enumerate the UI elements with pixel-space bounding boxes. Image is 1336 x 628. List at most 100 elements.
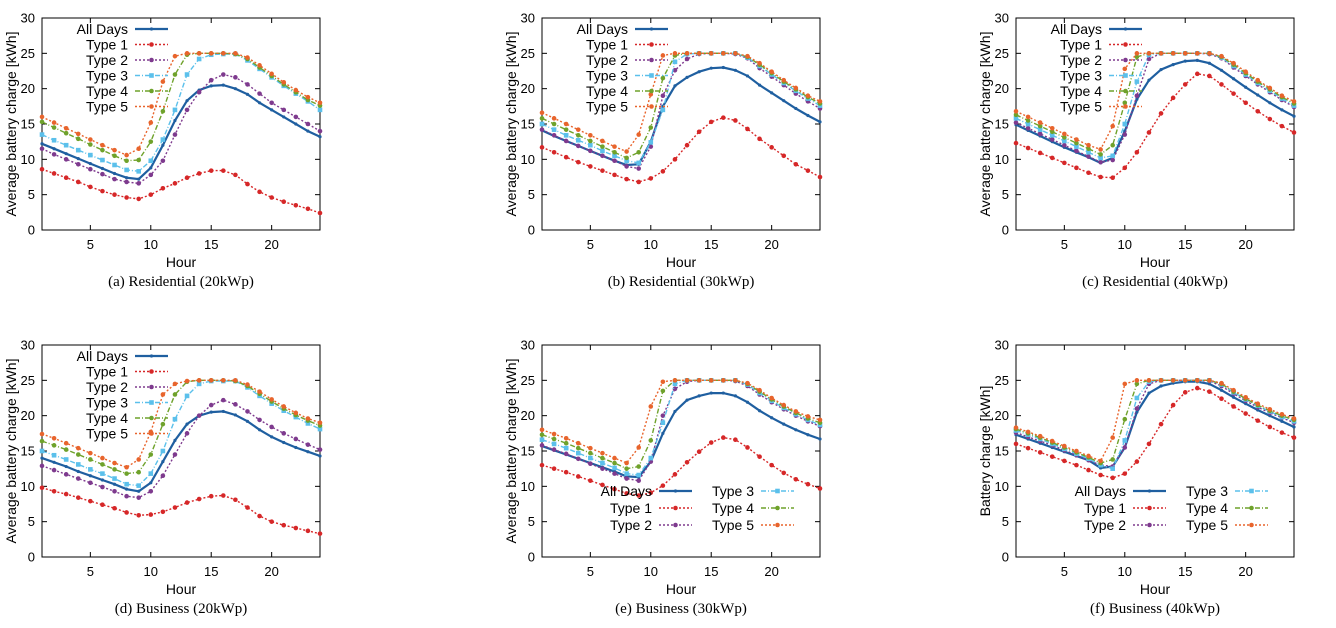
y-tick-label: 20 [21,408,35,423]
data-point [1049,438,1055,444]
data-point [1182,390,1188,395]
data-point [75,179,81,185]
y-tick-label: 25 [521,373,535,388]
data-point [624,158,629,164]
legend-label: Type 4 [1060,83,1102,99]
data-point [636,179,641,185]
data-point [1062,138,1067,144]
data-point [806,433,810,437]
y-axis-label: Battery charge [kWh] [977,386,993,517]
data-point [1231,387,1236,393]
data-point [318,454,322,458]
x-tick-label: 20 [264,564,278,579]
data-point [708,119,714,125]
data-point [563,440,569,446]
data-point [1037,123,1043,129]
data-point [624,471,629,476]
series-line [41,379,321,475]
data-point [1291,130,1297,135]
data-point [1074,448,1079,454]
data-point [551,441,557,447]
data-point [1049,133,1055,138]
data-point [1122,100,1128,106]
data-point [588,455,593,461]
data-point [551,149,557,155]
data-point [770,416,774,420]
data-point [293,87,299,93]
y-axis-label: Average battery charge [kWh] [3,359,19,544]
data-point [293,436,299,442]
data-point [1146,441,1152,447]
data-point [781,77,787,83]
data-point [1013,441,1019,447]
legend-marker [649,73,654,78]
data-point [1122,416,1128,422]
data-point [221,72,226,77]
data-point [136,469,141,475]
data-point [805,168,811,173]
data-point [1013,116,1019,121]
legend-label: Type 5 [586,99,628,115]
data-point [551,133,557,138]
data-point [563,121,569,127]
data-point [612,158,617,164]
data-point [39,119,45,125]
data-point [1182,378,1188,383]
data-point [1037,127,1043,132]
x-tick-label: 20 [1238,237,1252,252]
data-point [1013,120,1019,125]
data-point [317,531,323,536]
data-point [1279,411,1285,417]
data-point [612,460,617,466]
series-type-5 [1013,51,1297,152]
data-point [696,449,702,455]
data-point [161,460,165,464]
data-point [1231,77,1236,81]
data-point [1134,378,1140,383]
series-line [1015,52,1295,151]
panel-caption: (d) Business (20kWp) [115,601,247,617]
series-type-1 [539,115,823,185]
data-point [1013,112,1019,118]
data-point [1086,142,1091,148]
legend-marker [1123,88,1128,94]
data-point [137,489,141,493]
data-point [1267,424,1273,430]
legend-label: Type 5 [712,517,754,533]
data-point [294,445,298,450]
data-point [660,75,666,81]
data-point [1110,435,1115,440]
data-point [196,89,202,95]
data-point [245,82,250,87]
data-point [684,51,690,56]
y-tick-label: 20 [995,81,1009,96]
data-point [1256,93,1260,97]
data-point [196,381,202,387]
data-point [305,94,311,100]
chart-panel-d: 0 5 10 15 20 25 30 5 10 15 20 Hour Average battery c… [3,338,323,617]
legend-label: Type 3 [86,68,128,84]
series-line [541,52,821,159]
data-point [1122,445,1128,450]
data-point [624,460,629,466]
legend-label: Type 2 [1060,52,1102,68]
series-type-5 [539,378,823,466]
legend-marker [149,42,154,47]
data-point [124,510,129,515]
data-point [661,431,665,435]
legend-marker [149,415,154,421]
data-point [317,447,323,452]
series-type-1 [39,485,323,536]
data-point [148,139,154,144]
y-tick-label: 20 [21,81,35,96]
data-point [1267,116,1273,122]
y-axis-label: Average battery charge [kWh] [3,32,19,217]
data-point [39,166,45,172]
data-point [672,51,678,56]
y-tick-label: 10 [521,152,535,167]
data-point [1207,73,1212,79]
data-point [1025,125,1031,131]
data-point [76,469,80,474]
data-point [160,79,166,84]
